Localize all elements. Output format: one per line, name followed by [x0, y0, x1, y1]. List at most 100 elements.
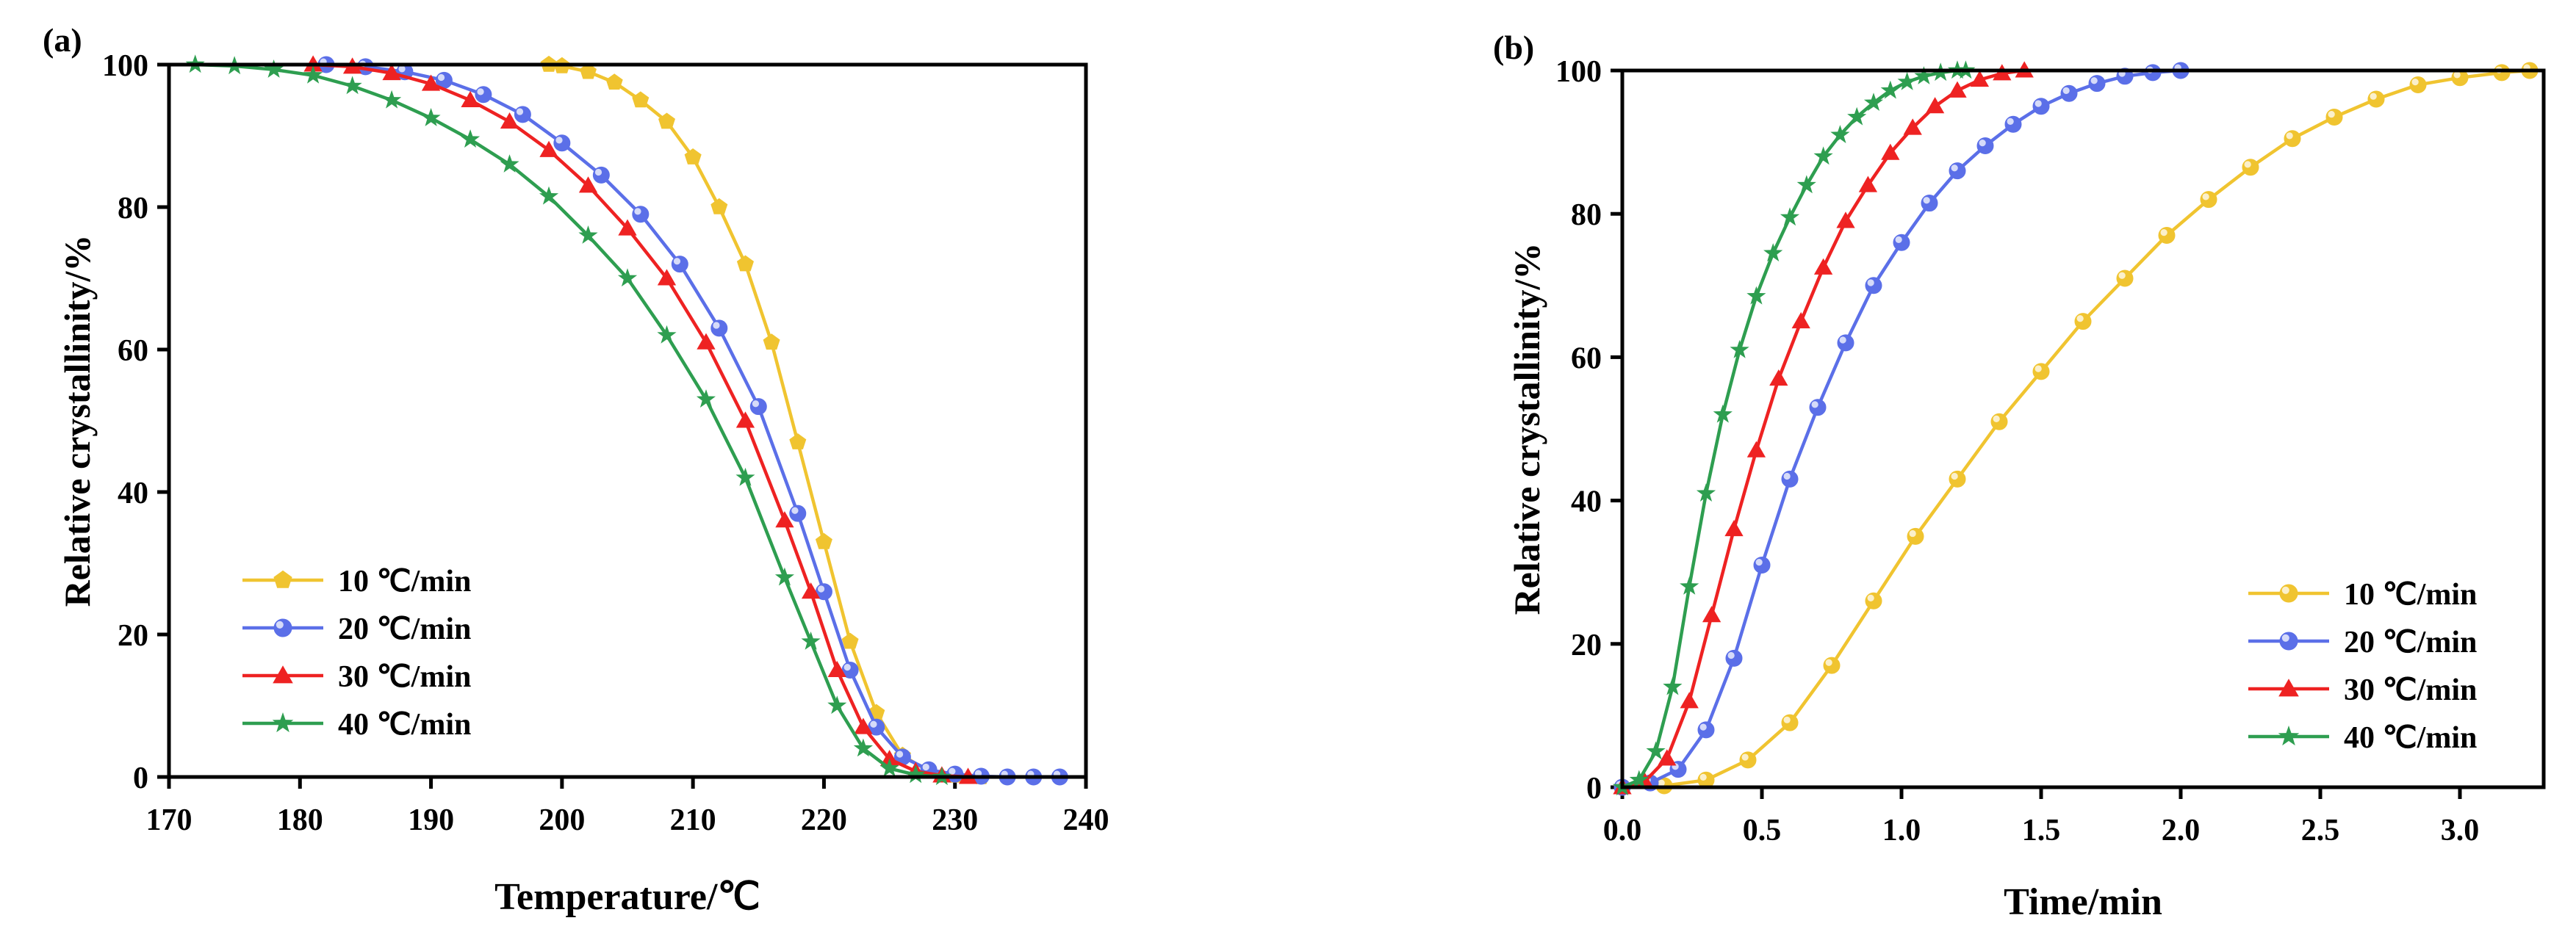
y-axis-label-b: Relative crystallinity/%: [1506, 243, 1547, 615]
data-point-a-4: [801, 632, 821, 650]
x-tick-label-b: 1.5: [2022, 814, 2061, 847]
data-point-b-4: [1813, 146, 1833, 165]
data-point-b-4: [1680, 576, 1699, 595]
data-point-b-4: [1746, 286, 1766, 305]
data-point-a-1: [710, 198, 728, 214]
legend-label-a: 40 ℃/min: [338, 708, 471, 742]
data-point-b-1: [2158, 226, 2176, 244]
data-point-b-3: [1925, 97, 1945, 114]
data-point-a-3: [697, 333, 716, 350]
legend-item-b-4: 40 ℃/min: [2248, 721, 2477, 755]
data-point-a-3: [461, 90, 480, 107]
series-b-2: [1613, 62, 2190, 796]
y-tick-label-b: 60: [1571, 341, 1602, 375]
legend-marker-a: [273, 570, 292, 588]
legend-item-b-1: 10 ℃/min: [2248, 578, 2477, 612]
data-point-b-3: [1791, 311, 1810, 329]
data-point-b-4: [1663, 676, 1683, 695]
data-point-a-4: [617, 268, 638, 287]
data-point-a-2: [514, 106, 531, 123]
x-tick-label-a: 190: [408, 803, 454, 837]
data-point-b-3: [1858, 176, 1878, 192]
data-point-b-4: [1880, 80, 1900, 99]
data-point-b-4: [1847, 106, 1867, 126]
data-point-b-1: [2200, 191, 2217, 209]
data-point-a-4: [906, 764, 926, 784]
legend-marker-b: [2279, 584, 2298, 603]
axis-ticks-a: 170 180 190 200 210 220 230 240 0 20 40 60 80 100: [102, 49, 1109, 837]
data-point-b-1: [2032, 363, 2050, 380]
data-point-a-4: [696, 389, 716, 408]
data-point-b-1: [2284, 130, 2301, 148]
x-tick-label-b: 2.0: [2162, 814, 2201, 847]
data-point-b-2: [2144, 64, 2162, 82]
data-point-b-4: [1830, 125, 1850, 143]
data-point-a-4: [774, 567, 794, 586]
data-point-a-4: [303, 65, 323, 84]
data-point-b-3: [1881, 143, 1900, 160]
x-tick-label-b: 0.5: [1743, 814, 1782, 847]
legend-marker-b: [2278, 726, 2300, 746]
legend-marker-b: [2278, 679, 2299, 697]
data-point-b-1: [1697, 771, 1715, 789]
data-point-b-2: [1725, 649, 1743, 667]
y-tick-label-b: 100: [1555, 55, 1602, 89]
data-point-a-3: [879, 750, 899, 767]
x-tick-label-b: 2.5: [2301, 814, 2340, 847]
data-point-b-3: [1658, 749, 1677, 766]
data-point-a-2: [671, 256, 688, 273]
data-point-b-1: [1865, 592, 1882, 610]
series-line-a-4: [195, 62, 943, 779]
legend-item-a-4: 40 ℃/min: [242, 708, 471, 742]
data-point-a-2: [789, 505, 807, 522]
x-tick-label-a: 240: [1063, 803, 1109, 837]
data-point-b-4: [1863, 93, 1884, 111]
data-point-b-3: [1903, 118, 1922, 135]
data-point-a-1: [841, 632, 859, 649]
panel-label-b: (b): [1493, 29, 1534, 66]
data-point-b-3: [1813, 258, 1833, 275]
data-point-a-1: [815, 532, 832, 549]
data-point-b-4: [1897, 71, 1917, 90]
legend-label-a: 30 ℃/min: [338, 660, 471, 694]
y-tick-label-a: 40: [118, 477, 148, 510]
data-point-b-2: [1865, 277, 1882, 294]
data-point-a-4: [735, 467, 755, 486]
data-point-a-2: [435, 71, 453, 89]
data-point-a-3: [539, 140, 558, 157]
data-point-a-3: [775, 511, 794, 528]
data-point-a-1: [605, 73, 623, 90]
series-group-a: [185, 54, 1068, 786]
data-point-a-2: [592, 166, 610, 184]
data-point-a-1: [763, 333, 780, 350]
legend-item-b-2: 20 ℃/min: [2248, 626, 2477, 659]
data-point-b-3: [1948, 81, 1967, 98]
data-point-b-2: [1949, 162, 1966, 180]
legend-label-a: 10 ℃/min: [338, 565, 471, 599]
data-point-b-1: [1739, 751, 1757, 769]
legend-item-a-2: 20 ℃/min: [242, 612, 471, 646]
data-point-a-4: [421, 108, 441, 126]
data-point-a-4: [657, 325, 677, 344]
x-tick-label-a: 220: [801, 803, 847, 837]
series-line-b-3: [1622, 68, 2025, 789]
data-point-b-1: [1990, 413, 2008, 430]
y-tick-label-b: 0: [1586, 772, 1602, 806]
data-point-a-1: [580, 62, 597, 79]
data-point-b-1: [2074, 313, 2092, 330]
legend-label-a: 20 ℃/min: [338, 612, 471, 646]
data-point-b-2: [2060, 84, 2078, 102]
data-point-a-4: [264, 59, 284, 78]
legend-label-b: 20 ℃/min: [2344, 626, 2477, 659]
x-tick-label-b: 1.0: [1882, 814, 1921, 847]
data-point-a-3: [827, 660, 846, 677]
data-point-a-2: [710, 319, 728, 337]
y-tick-label-b: 80: [1571, 198, 1602, 232]
data-point-b-2: [1697, 721, 1715, 739]
data-point-b-4: [1696, 483, 1716, 502]
x-tick-label-a: 210: [670, 803, 716, 837]
y-tick-label-a: 80: [118, 192, 148, 225]
data-point-b-3: [1970, 70, 1990, 87]
data-point-a-4: [500, 154, 519, 173]
series-group-b: [1612, 60, 2539, 796]
